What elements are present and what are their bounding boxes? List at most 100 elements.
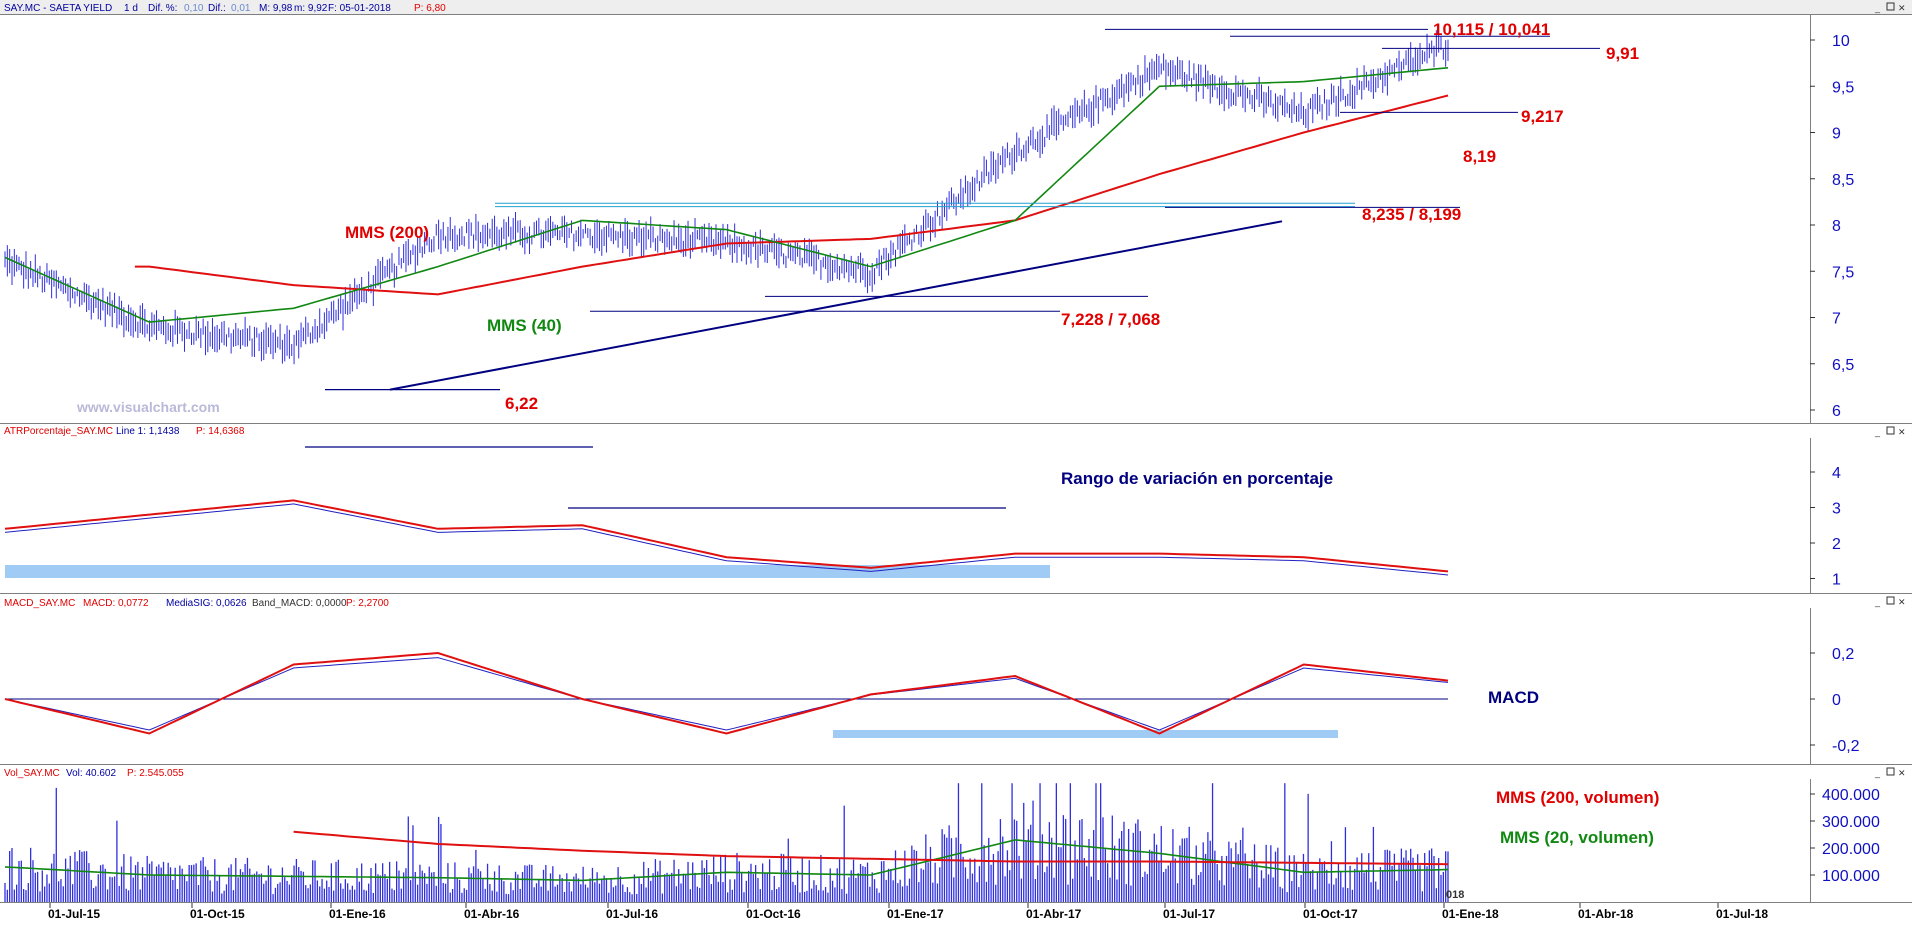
x-tick-label: 01-Jul-15 [48,907,100,921]
atr-signal-line [4,503,1449,576]
label-level-991: 9,91 [1606,44,1639,63]
volume-panel-controls[interactable]: _ ✕ [1874,767,1906,778]
header-symbol: SAY.MC - SAETA YIELD [4,3,112,14]
price-annotations: www.visualchart.com MMS (200) MMS (40) 1… [76,20,1639,415]
label-level-8235: 8,235 / 8,199 [1362,205,1461,224]
close-icon[interactable]: ✕ [1898,3,1906,13]
atr-ytick-label: 1 [1832,572,1841,589]
atr-panel-header: ATRPorcentaje_SAY.MC Line 1: 1,1438 P: 1… [4,426,245,437]
price-ytick-label: 10 [1832,33,1850,50]
label-mms200: MMS (200) [345,223,429,242]
header-period: 1 d [124,3,138,14]
atr-plot [4,446,1449,578]
header-dif-pct-label: Dif. %: [148,3,177,14]
header-dif-pct: 0,10 [184,3,204,14]
atr-line [4,499,1449,573]
volume-ytick-label: 400.000 [1822,787,1880,804]
minimize-icon[interactable]: _ [1874,3,1881,13]
price-lines [4,67,1449,323]
x-tick-label: 01-Ene-16 [329,907,386,921]
minimize-icon[interactable]: _ [1874,427,1881,437]
volume-header-p: P: 2.545.055 [127,768,184,779]
volume-panel-header-bar [0,765,1912,779]
volume-mms20-line [4,839,1449,882]
macd-title: MACD [1488,688,1539,707]
x-tick-label: 01-Oct-17 [1303,907,1358,921]
macd-header-band: Band_MACD: 0,0000 [252,598,347,609]
volume-label-mms20: MMS (20, volumen) [1500,828,1654,847]
volume-ytick-label: 300.000 [1822,814,1880,831]
x-tick-label: 01-Ene-17 [887,907,944,921]
volume-ytick-label: 100.000 [1822,868,1880,885]
mms200-line [134,94,1449,296]
restore-icon[interactable] [1886,767,1895,776]
price-panel-header: SAY.MC - SAETA YIELD 1 d Dif. %: 0,10 Di… [4,3,446,14]
volume-panel-header: Vol_SAY.MC Vol: 40.602 P: 2.545.055 [4,768,184,779]
macd-header-name: MACD_SAY.MC [4,598,75,609]
macd-ytick-label: 0 [1832,692,1841,709]
atr-ytick-label: 4 [1832,465,1841,482]
label-level-819: 8,19 [1463,147,1496,166]
x-tick-label: 01-Oct-16 [746,907,801,921]
label-level-top: 10,115 / 10,041 [1433,20,1550,39]
volume-header-name: Vol_SAY.MC [4,768,60,779]
volume-plot [4,783,1449,902]
price-ytick-label: 6,5 [1832,357,1854,374]
header-max: M: 9,98 [259,3,293,14]
volume-edge-label: 018 [1446,889,1464,901]
price-ytick-label: 9 [1832,126,1841,143]
price-panel-controls[interactable]: _ ✕ [1874,2,1906,13]
x-tick-label: 01-Jul-16 [606,907,658,921]
subpanel-annotations: Rango de variación en porcentaje MACD MM… [1061,469,1659,901]
close-icon[interactable]: ✕ [1898,597,1906,607]
macd-header-p: P: 2,2700 [346,598,389,609]
macd-ytick-label: 0,2 [1832,646,1854,663]
x-tick-label: 01-Abr-16 [464,907,520,921]
atr-header-line: Line 1: 1,1438 [116,426,180,437]
macd-line [4,651,1449,735]
atr-ytick-label: 2 [1832,536,1841,553]
price-ytick-label: 8 [1832,218,1841,235]
restore-icon[interactable] [1886,2,1895,11]
atr-panel-controls[interactable]: _ ✕ [1874,426,1906,437]
restore-icon[interactable] [1886,426,1895,435]
macd-panel-controls[interactable]: _ ✕ [1874,596,1906,607]
panel-frames [0,14,1912,903]
macd-band [833,730,1338,738]
x-tick-label: 01-Abr-17 [1026,907,1082,921]
x-axis: 01-Jul-15 01-Oct-15 01-Ene-16 01-Abr-16 01-J… [48,903,1768,921]
close-icon[interactable]: ✕ [1898,768,1906,778]
atr-title: Rango de variación en porcentaje [1061,469,1333,488]
price-panel-header-bar [0,0,1912,14]
volume-mms200-line [293,830,1449,866]
x-tick-label: 01-Oct-15 [190,907,245,921]
header-close: F: 05-01-2018 [328,3,391,14]
label-level-622: 6,22 [505,394,538,413]
x-tick-label: 01-Ene-18 [1442,907,1499,921]
atr-panel-header-bar [0,424,1912,438]
label-level-7228: 7,228 / 7,068 [1061,310,1160,329]
minimize-icon[interactable]: _ [1874,597,1881,607]
mms40-line [4,67,1449,323]
header-dif-label: Dif.: [208,3,226,14]
volume-label-mms200: MMS (200, volumen) [1496,788,1659,807]
price-ytick-label: 7 [1832,311,1841,328]
macd-panel-header: MACD_SAY.MC MACD: 0,0772 MediaSIG: 0,062… [4,598,389,609]
atr-band [5,565,1050,578]
price-ytick-label: 6 [1832,403,1841,420]
x-tick-label: 01-Jul-18 [1716,907,1768,921]
minimize-icon[interactable]: _ [1874,768,1881,778]
macd-signal-line [4,657,1449,731]
volume-ytick-label: 200.000 [1822,841,1880,858]
close-icon[interactable]: ✕ [1898,427,1906,437]
header-price: P: 6,80 [414,3,446,14]
macd-header-sig: MediaSIG: 0,0626 [166,598,247,609]
header-dif: 0,01 [231,3,251,14]
atr-ytick-label: 3 [1832,501,1841,518]
atr-header-p: P: 14,6368 [196,426,245,437]
restore-icon[interactable] [1886,596,1895,605]
label-level-9217: 9,217 [1521,107,1564,126]
label-mms40: MMS (40) [487,316,562,335]
